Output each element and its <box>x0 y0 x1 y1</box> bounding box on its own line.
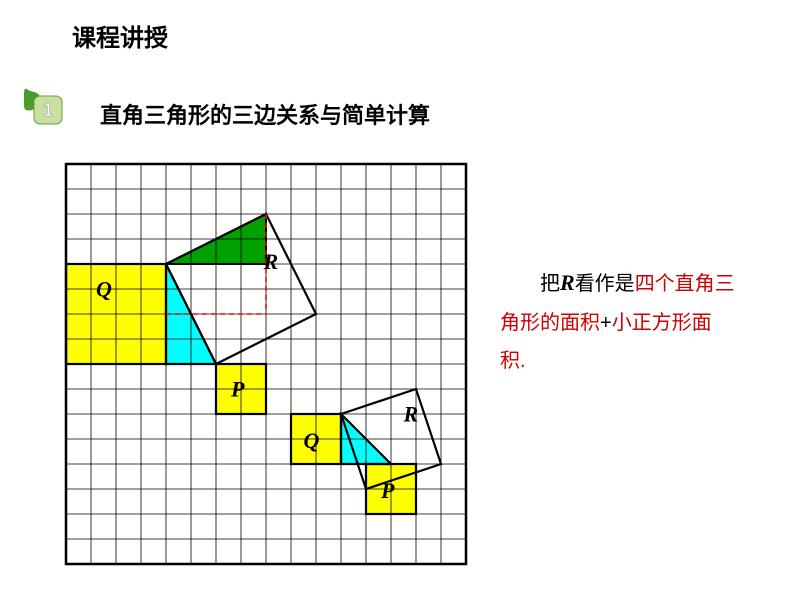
page-heading: 课程讲授 <box>72 18 168 53</box>
explanation-text: 把R看作是四个直角三 角形的面积+小正方形面 积. <box>500 262 770 380</box>
label-R2: R <box>403 402 419 427</box>
grid-diagram: Q R P Q R P <box>64 162 468 571</box>
txt-red: 角形的面积 <box>500 312 600 334</box>
label-Q1: Q <box>96 277 112 302</box>
txt: 把 <box>540 273 560 295</box>
badge-number: 1 <box>43 100 53 120</box>
txt-red: 积. <box>500 350 526 372</box>
section-badge: 1 <box>20 82 70 132</box>
label-P1: P <box>230 377 245 402</box>
section-subtitle: 直角三角形的三边关系与简单计算 <box>100 98 430 130</box>
var-R: R <box>560 270 575 295</box>
label-P2: P <box>380 478 395 503</box>
label-R1: R <box>263 249 279 274</box>
txt-red: 四个直角三 <box>635 273 735 295</box>
txt-red: 小正方形面 <box>612 312 712 334</box>
label-Q2: Q <box>304 428 320 453</box>
txt: 看作是 <box>575 273 635 295</box>
txt-plus: + <box>600 312 612 334</box>
